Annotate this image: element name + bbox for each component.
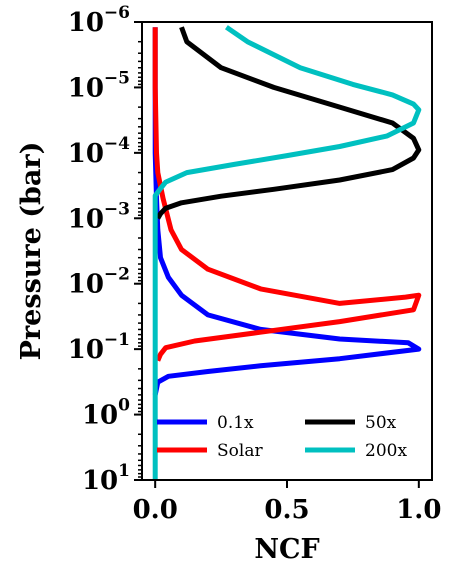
legend: 0.1x Solar 50x 200x	[157, 413, 407, 461]
x-tick-label: 1.0	[396, 495, 441, 525]
legend-label: 0.1x	[217, 413, 254, 433]
y-tick-label: 10−4	[68, 134, 130, 169]
y-tick-label: 10−2	[68, 265, 130, 300]
legend-label: 200x	[365, 441, 407, 461]
legend-label: Solar	[217, 441, 263, 461]
series-line-4	[152, 25, 422, 480]
y-axis-title: Pressure (bar)	[16, 142, 47, 361]
y-tick-label: 101	[82, 461, 130, 496]
series-layer	[152, 25, 422, 480]
legend-label: 50x	[365, 413, 397, 433]
series-line-3	[155, 26, 422, 220]
y-tick-label: 10−3	[68, 199, 130, 234]
series-line-2	[152, 27, 422, 362]
x-tick-label: 0.5	[264, 495, 309, 525]
y-tick-label: 10−1	[68, 330, 130, 365]
x-tick-label: 0.0	[133, 495, 178, 525]
y-tick-label: 10−5	[68, 68, 130, 103]
y-tick-label: 10−6	[68, 3, 130, 38]
x-axis-title: NCF	[254, 534, 319, 565]
y-tick-label: 100	[82, 396, 130, 431]
